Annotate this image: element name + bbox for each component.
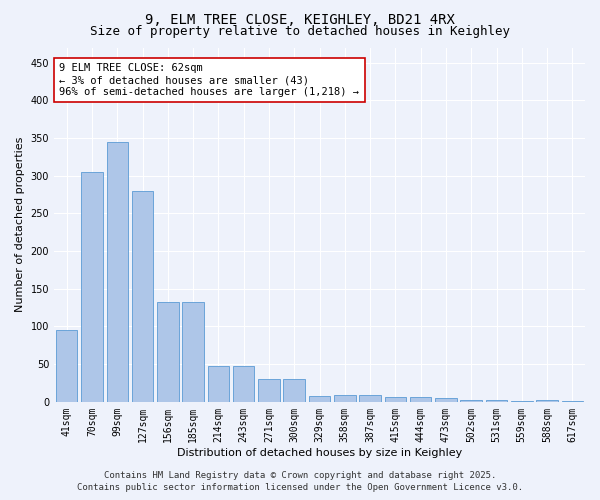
Text: 9 ELM TREE CLOSE: 62sqm
← 3% of detached houses are smaller (43)
96% of semi-det: 9 ELM TREE CLOSE: 62sqm ← 3% of detached…: [59, 64, 359, 96]
Bar: [309, 396, 330, 402]
Bar: [334, 395, 356, 402]
Bar: [283, 379, 305, 402]
Text: Size of property relative to detached houses in Keighley: Size of property relative to detached ho…: [90, 25, 510, 38]
Bar: [182, 302, 204, 402]
Text: 9, ELM TREE CLOSE, KEIGHLEY, BD21 4RX: 9, ELM TREE CLOSE, KEIGHLEY, BD21 4RX: [145, 12, 455, 26]
Bar: [233, 366, 254, 402]
Bar: [511, 401, 533, 402]
Bar: [536, 400, 558, 402]
Bar: [56, 330, 77, 402]
X-axis label: Distribution of detached houses by size in Keighley: Distribution of detached houses by size …: [177, 448, 462, 458]
Text: Contains HM Land Registry data © Crown copyright and database right 2025.
Contai: Contains HM Land Registry data © Crown c…: [77, 471, 523, 492]
Bar: [385, 396, 406, 402]
Bar: [81, 172, 103, 402]
Bar: [460, 400, 482, 402]
Bar: [435, 398, 457, 402]
Bar: [157, 302, 179, 402]
Y-axis label: Number of detached properties: Number of detached properties: [15, 137, 25, 312]
Bar: [107, 142, 128, 402]
Bar: [208, 366, 229, 402]
Bar: [562, 401, 583, 402]
Bar: [486, 400, 507, 402]
Bar: [410, 396, 431, 402]
Bar: [359, 395, 381, 402]
Bar: [258, 379, 280, 402]
Bar: [132, 190, 153, 402]
